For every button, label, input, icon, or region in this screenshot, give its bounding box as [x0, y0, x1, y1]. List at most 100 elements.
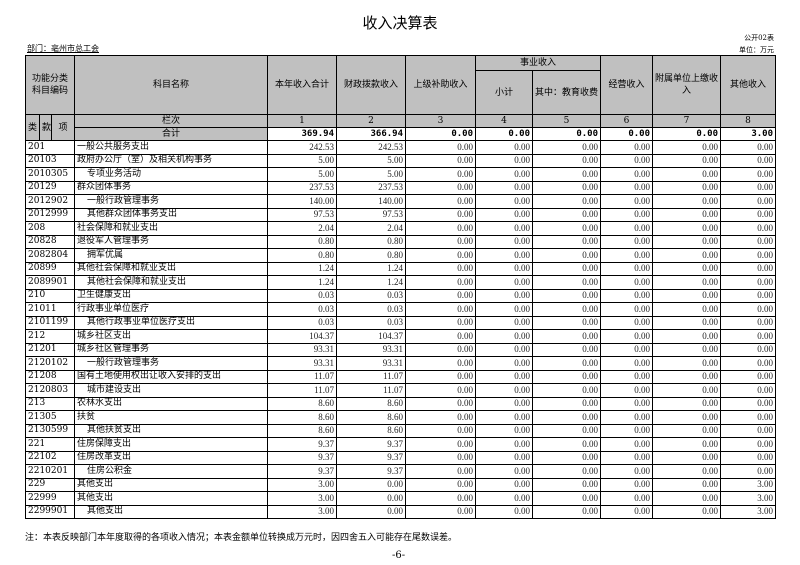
- cell-value: 0.00: [531, 450, 602, 465]
- subject-code: 20129: [25, 180, 75, 195]
- table-row: 20129 群众团体事务 237.53 237.53 0.00 0.00 0.00 0.00 0…: [25, 180, 777, 195]
- cell-value: 0.00: [475, 302, 533, 317]
- subject-code: 213: [25, 396, 75, 411]
- table-row: 201 一般公共服务支出 242.53 242.53 0.00 0.00 0.00 0.00 0…: [25, 140, 777, 155]
- table-row: 210 卫生健康支出 0.03 0.03 0.00 0.00 0.00 0.00 0.00 0.0…: [25, 288, 777, 303]
- cell-value: 3.00: [267, 477, 337, 492]
- subject-code: 20899: [25, 261, 75, 276]
- cell-value: 0.00: [720, 275, 777, 290]
- subject-name: 退役军人管理事务: [74, 234, 268, 249]
- subject-name: 群众团体事务: [74, 180, 268, 195]
- cell-value: 0.00: [531, 315, 602, 330]
- cell-value: 0.00: [475, 369, 533, 384]
- cell-value: 0.00: [475, 194, 533, 209]
- cell-value: 9.37: [267, 450, 337, 465]
- cell-value: 0.00: [600, 167, 654, 182]
- cell-value: 0.00: [531, 342, 602, 357]
- table-row: 22102 住房改革支出 9.37 9.37 0.00 0.00 0.00 0.00 0.00 0…: [25, 450, 777, 465]
- subject-name: 住房改革支出: [74, 450, 268, 465]
- cell-value: 0.00: [720, 288, 777, 303]
- cell-value: 0.00: [475, 234, 533, 249]
- cell-value: 0.00: [531, 477, 602, 492]
- cell-value: 0.00: [405, 423, 476, 438]
- cell-value: 93.31: [336, 356, 406, 371]
- cell-value: 0.00: [475, 410, 533, 425]
- cell-value: 9.37: [336, 450, 406, 465]
- cell-value: 0.00: [475, 342, 533, 357]
- header-lei: 类: [25, 114, 40, 141]
- cell-value: 0.00: [652, 369, 722, 384]
- cell-value: 0.00: [600, 464, 654, 479]
- subject-name: 拥军优属: [74, 248, 268, 263]
- cell-value: 0.00: [720, 302, 777, 317]
- cell-value: 0.00: [600, 504, 654, 519]
- cell-value: 0.00: [475, 221, 533, 236]
- subject-name: 行政事业单位医疗: [74, 302, 268, 317]
- cell-value: 0.00: [475, 153, 533, 168]
- cell-value: 0.00: [405, 167, 476, 182]
- subject-name: 住房公积金: [74, 464, 268, 479]
- cell-value: 0.00: [720, 153, 777, 168]
- cell-value: 0.00: [531, 288, 602, 303]
- cell-value: 0.00: [600, 302, 654, 317]
- cell-value: 0.00: [600, 153, 654, 168]
- cell-value: 1.24: [267, 275, 337, 290]
- cell-value: 8.60: [336, 410, 406, 425]
- total-value: 366.94: [336, 127, 406, 141]
- cell-value: 0.00: [475, 396, 533, 411]
- cell-value: 0.00: [720, 234, 777, 249]
- cell-value: 0.00: [652, 221, 722, 236]
- column-number: 7: [652, 114, 722, 128]
- subject-code: 2210201: [25, 464, 75, 479]
- cell-value: 0.00: [600, 437, 654, 452]
- cell-value: 0.00: [600, 342, 654, 357]
- form-number: 公开02表: [744, 34, 774, 42]
- cell-value: 0.00: [652, 504, 722, 519]
- cell-value: 237.53: [336, 180, 406, 195]
- table-row: 20103 政府办公厅（室）及相关机构事务 5.00 5.00 0.00 0.00 0.00…: [25, 153, 777, 168]
- subject-name: 城市建设支出: [74, 383, 268, 398]
- cell-value: 0.00: [531, 396, 602, 411]
- cell-value: 9.37: [336, 464, 406, 479]
- subject-code: 2299901: [25, 504, 75, 519]
- cell-value: 0.80: [336, 234, 406, 249]
- cell-value: 93.31: [267, 356, 337, 371]
- cell-value: 0.00: [405, 356, 476, 371]
- total-value: 3.00: [720, 127, 777, 141]
- table-row: 213 农林水支出 8.60 8.60 0.00 0.00 0.00 0.00 0.00 0.00: [25, 396, 777, 411]
- table-row: 20828 退役军人管理事务 0.80 0.80 0.00 0.00 0.00 0.00 0.0…: [25, 234, 777, 249]
- cell-value: 0.00: [405, 221, 476, 236]
- total-value: 369.94: [267, 127, 337, 141]
- table-row: 2120803 城市建设支出 11.07 11.07 0.00 0.00 0.00 0.00 0…: [25, 383, 777, 398]
- cell-value: 0.00: [600, 180, 654, 195]
- cell-value: 0.00: [652, 342, 722, 357]
- subject-name: 其他社会保障和就业支出: [74, 261, 268, 276]
- cell-value: 0.00: [531, 369, 602, 384]
- cell-value: 0.00: [720, 450, 777, 465]
- cell-value: 0.00: [652, 464, 722, 479]
- cell-value: 93.31: [336, 342, 406, 357]
- cell-value: 0.00: [405, 180, 476, 195]
- total-value: 0.00: [475, 127, 533, 141]
- cell-value: 0.00: [720, 329, 777, 344]
- subject-code: 2120803: [25, 383, 75, 398]
- cell-value: 0.00: [531, 194, 602, 209]
- subject-name: 一般行政管理事务: [74, 356, 268, 371]
- table-row: 2082804 拥军优属 0.80 0.80 0.00 0.00 0.00 0.00 0.00 0…: [25, 248, 777, 263]
- cell-value: 0.00: [720, 261, 777, 276]
- table-row: 21208 国有土地使用权出让收入安排的支出 11.07 11.07 0.00 0.00 0…: [25, 369, 777, 384]
- total-value: 0.00: [531, 127, 602, 141]
- cell-value: 0.00: [531, 464, 602, 479]
- cell-value: 93.31: [267, 342, 337, 357]
- cell-value: 0.00: [405, 369, 476, 384]
- cell-value: 0.00: [720, 248, 777, 263]
- cell-value: 0.00: [531, 504, 602, 519]
- cell-value: 0.00: [720, 207, 777, 222]
- cell-value: 0.00: [720, 383, 777, 398]
- table-row: 229 其他支出 3.00 0.00 0.00 0.00 0.00 0.00 0.00 3.00: [25, 477, 777, 492]
- table-row: 2299901 其他支出 3.00 0.00 0.00 0.00 0.00 0.00 0.00 3…: [25, 504, 777, 519]
- subject-code: 2010305: [25, 167, 75, 182]
- cell-value: 5.00: [336, 153, 406, 168]
- cell-value: 0.00: [475, 423, 533, 438]
- cell-value: 97.53: [267, 207, 337, 222]
